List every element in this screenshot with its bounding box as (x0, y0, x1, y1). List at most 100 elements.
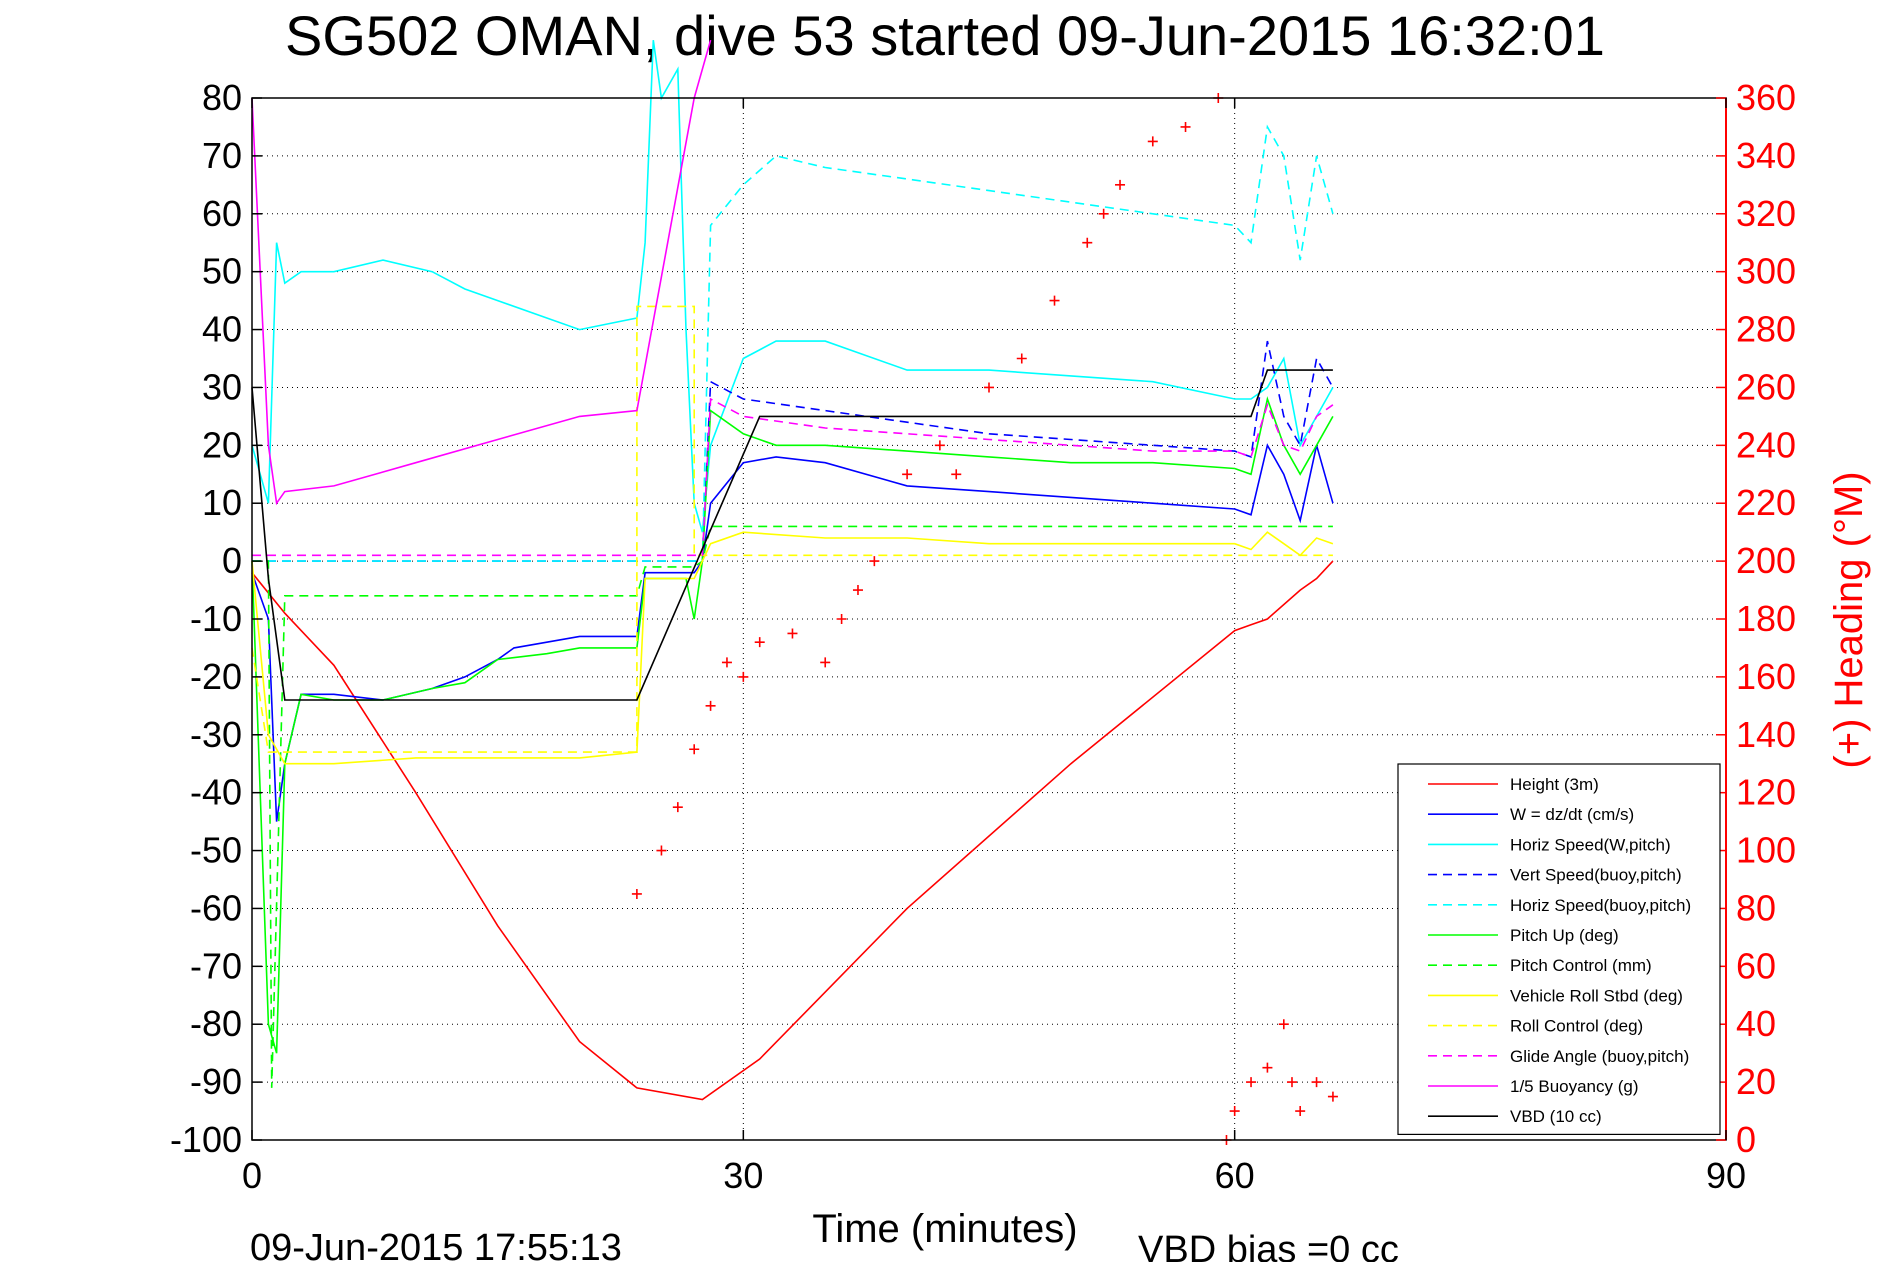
y-right-tick-label: 200 (1736, 540, 1796, 581)
right-axis-ticks: 3603403203002802602402202001801601401201… (1716, 77, 1796, 1160)
heading-markers (631, 93, 1338, 1145)
heading-point (1278, 1019, 1289, 1030)
y-tick-label: -10 (190, 598, 242, 639)
y-right-tick-label: 260 (1736, 366, 1796, 407)
y-right-tick-label: 120 (1736, 772, 1796, 813)
heading-point (787, 628, 798, 639)
series-layer (251, 39, 1334, 1101)
y-right-tick-label: 160 (1736, 656, 1796, 697)
series-line (251, 39, 712, 506)
x-tick-label: 90 (1706, 1155, 1746, 1196)
y-tick-label: 0 (222, 540, 242, 581)
legend-label: Horiz Speed(W,pitch) (1510, 835, 1671, 854)
y-tick-label: 50 (202, 251, 242, 292)
legend: Height (3m) W = dz/dt (cm/s) Horiz Speed(W… (1397, 763, 1721, 1135)
y-right-tick-label: 20 (1736, 1061, 1776, 1102)
heading-point (631, 888, 642, 899)
y-right-tick-label: 0 (1736, 1119, 1756, 1160)
heading-point (1295, 1106, 1306, 1117)
heading-point (1082, 237, 1093, 248)
y-right-tick-label: 140 (1736, 714, 1796, 755)
y-right-tick-label: 360 (1736, 77, 1796, 118)
legend-label: Vehicle Roll Stbd (deg) (1510, 986, 1683, 1005)
heading-point (1098, 208, 1109, 219)
y-right-tick-label: 80 (1736, 887, 1776, 928)
heading-point (820, 657, 831, 668)
heading-point (738, 671, 749, 682)
heading-point (951, 469, 962, 480)
heading-point (754, 637, 765, 648)
heading-point (672, 802, 683, 813)
series-line (252, 124, 1334, 562)
legend-label: Pitch Control (mm) (1510, 956, 1652, 975)
heading-point (1180, 121, 1191, 132)
heading-point (1286, 1077, 1297, 1088)
series-line (251, 396, 1334, 1054)
y-tick-label: 20 (202, 424, 242, 465)
legend-label: 1/5 Buoyancy (g) (1510, 1077, 1639, 1096)
left-axis-ticks: 80 70 60 50 40 30 20 10 0 -10 -20 -30 -40 -50 -60 -70 -8… (170, 77, 262, 1160)
heading-point (1311, 1077, 1322, 1088)
y-right-tick-label: 40 (1736, 1003, 1776, 1044)
heading-point (1016, 353, 1027, 364)
y-right-tick-label: 280 (1736, 309, 1796, 350)
y-tick-label: -90 (190, 1061, 242, 1102)
series-line (251, 39, 1334, 533)
y-right-tick-label: 60 (1736, 945, 1776, 986)
chart-title: SG502 OMAN, dive 53 started 09-Jun-2015 … (285, 4, 1605, 67)
x-tick-label: 60 (1215, 1155, 1255, 1196)
legend-label: VBD (10 cc) (1510, 1107, 1602, 1126)
heading-point (1229, 1106, 1240, 1117)
x-tick-label: 0 (242, 1155, 262, 1196)
x-tick-label: 30 (723, 1155, 763, 1196)
series-line (251, 443, 1334, 822)
x-axis-label: Time (minutes) (812, 1207, 1077, 1251)
y-right-tick-label: 100 (1736, 830, 1796, 871)
heading-point (934, 440, 945, 451)
series-line (251, 305, 1333, 753)
series-line (251, 369, 1333, 701)
y-right-tick-label: 180 (1736, 598, 1796, 639)
heading-point (836, 614, 847, 624)
legend-label: Horiz Speed(buoy,pitch) (1510, 896, 1691, 915)
y-tick-label: -60 (190, 887, 242, 928)
y-tick-label: 10 (202, 482, 242, 523)
heading-point (1327, 1091, 1338, 1102)
heading-point (656, 845, 667, 856)
y-tick-label: 40 (202, 309, 242, 350)
series-line (251, 531, 1334, 765)
legend-label: W = dz/dt (cm/s) (1510, 805, 1634, 824)
y-tick-label: -80 (190, 1003, 242, 1044)
bottom-axis-ticks: 0 30 60 90 (242, 98, 1746, 1196)
y-tick-label: -100 (170, 1119, 242, 1160)
y-tick-label: 60 (202, 193, 242, 234)
y-tick-label: -50 (190, 830, 242, 871)
heading-point (1262, 1062, 1273, 1073)
y-right-tick-label: 320 (1736, 193, 1796, 234)
series-line (251, 560, 1334, 1101)
legend-label: Pitch Up (deg) (1510, 926, 1619, 945)
heading-point (902, 469, 913, 480)
legend-box (1397, 763, 1721, 1135)
y-tick-label: 80 (202, 77, 242, 118)
footer-vbd-bias: VBD bias =0 cc (1138, 1229, 1399, 1262)
y-right-tick-label: 220 (1736, 482, 1796, 523)
heading-point (1147, 136, 1158, 147)
heading-point (869, 556, 880, 567)
heading-point (984, 382, 994, 393)
y-tick-label: -30 (190, 714, 242, 755)
y-tick-label: -70 (190, 945, 242, 986)
y-tick-label: -40 (190, 772, 242, 813)
right-axis-label: (+) Heading (°M) (1827, 471, 1871, 768)
heading-point (1246, 1077, 1257, 1088)
y-tick-label: 70 (202, 135, 242, 176)
heading-point (705, 700, 716, 711)
heading-point (721, 657, 732, 668)
legend-label: Vert Speed(buoy,pitch) (1510, 866, 1682, 885)
legend-label: Roll Control (deg) (1510, 1017, 1643, 1036)
heading-point (689, 744, 700, 755)
heading-point (852, 585, 863, 596)
y-tick-label: 30 (202, 366, 242, 407)
heading-point (1049, 295, 1060, 306)
